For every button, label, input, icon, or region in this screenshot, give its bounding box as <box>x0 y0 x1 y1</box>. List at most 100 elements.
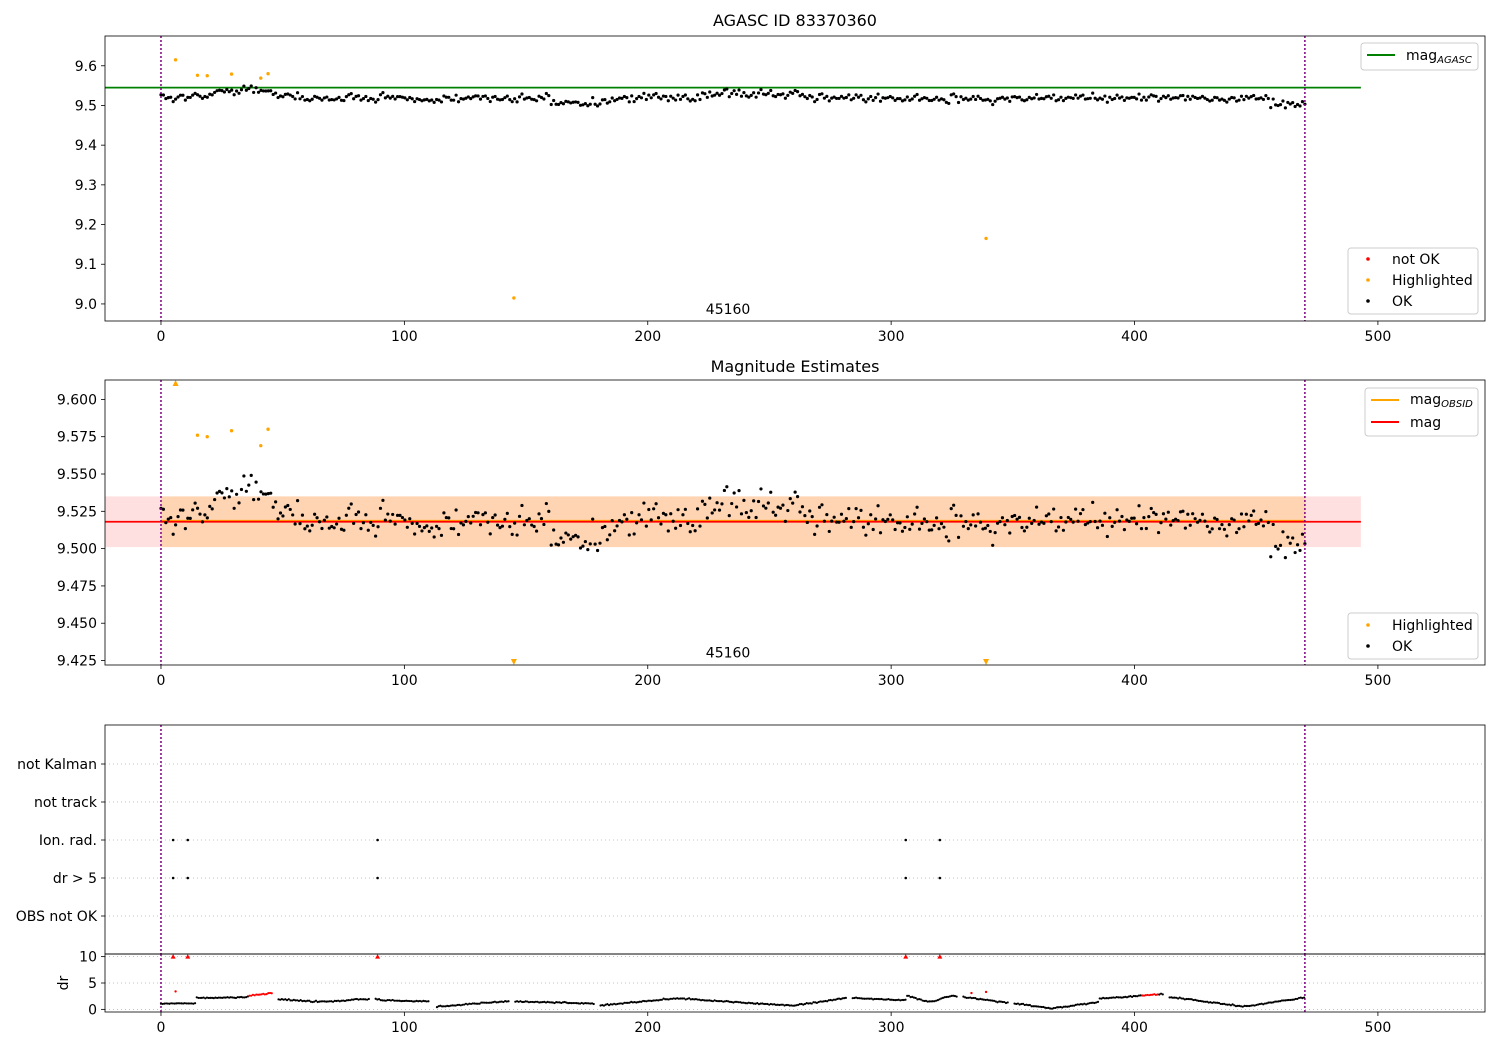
ok-point <box>893 527 897 532</box>
dr-point <box>1037 1005 1040 1008</box>
ok-point <box>1044 95 1048 99</box>
dr-point <box>1088 1002 1091 1005</box>
dr-point <box>1267 1001 1270 1004</box>
dr-point <box>386 998 389 1002</box>
ok-point <box>905 515 909 519</box>
dr-point <box>393 999 396 1002</box>
ok-point <box>1247 519 1251 523</box>
ok-point <box>474 94 478 98</box>
ok-point <box>1030 97 1034 101</box>
ok-point <box>1013 513 1017 518</box>
dr-point <box>345 999 348 1002</box>
ok-point <box>698 524 702 528</box>
dr-point <box>331 1000 335 1003</box>
dr-point <box>1074 1003 1077 1007</box>
ok-point <box>420 99 424 103</box>
dr-point <box>906 994 909 997</box>
dr-point <box>962 995 965 998</box>
ok-point <box>542 97 546 101</box>
dr-point <box>546 1000 549 1004</box>
dr-point <box>580 1001 583 1005</box>
dr-point <box>979 997 982 1000</box>
ok-point <box>900 529 905 533</box>
ok-point <box>1188 523 1192 527</box>
dr-point <box>507 1000 510 1003</box>
dr-point <box>1207 1001 1210 1004</box>
ok-point <box>232 506 236 510</box>
dr-point <box>778 1003 781 1007</box>
ok-point <box>342 98 346 103</box>
dr-point <box>950 994 953 998</box>
dr-point <box>744 1002 747 1005</box>
ok-point <box>837 520 841 524</box>
ok-point <box>230 88 234 92</box>
dr-capped-marker <box>170 954 176 959</box>
ok-point <box>637 513 641 517</box>
ok-point <box>564 531 568 535</box>
legend-label-not-ok: not OK <box>1392 252 1440 268</box>
dr-point <box>233 996 236 999</box>
ok-point <box>334 522 339 526</box>
ok-point <box>964 96 968 100</box>
ok-point <box>1195 520 1200 524</box>
dr-point <box>1260 1002 1263 1005</box>
dr-point <box>187 1002 190 1005</box>
dr-point-flagged <box>984 990 988 994</box>
highlighted-point <box>195 433 200 437</box>
ok-point <box>227 495 231 499</box>
ok-point <box>320 98 324 102</box>
dr-point <box>822 1000 825 1003</box>
ok-point <box>1235 530 1239 535</box>
dr-point <box>943 996 946 999</box>
ok-point <box>730 501 734 506</box>
ok-point <box>1281 99 1285 103</box>
dr-point <box>693 998 696 1001</box>
ok-point <box>1010 95 1014 99</box>
ok-point <box>654 91 658 96</box>
ok-point <box>591 517 595 521</box>
ok-point <box>676 508 680 512</box>
dr-point <box>919 998 922 1001</box>
ok-point <box>349 91 353 96</box>
ok-point <box>1066 515 1070 520</box>
dr-point <box>899 999 902 1002</box>
dr-point <box>945 995 948 999</box>
ok-point <box>830 519 834 523</box>
ok-point <box>527 517 531 521</box>
dr-point <box>314 999 318 1002</box>
ok-point <box>452 527 456 531</box>
ok-point <box>1113 96 1117 101</box>
ok-point <box>217 489 222 493</box>
dr-point <box>815 1001 819 1004</box>
ok-point <box>1120 95 1124 99</box>
ok-point <box>937 527 941 531</box>
ok-point <box>569 537 573 541</box>
ok-point <box>1259 518 1263 522</box>
ok-point <box>691 523 695 528</box>
dr-point <box>1081 1003 1084 1006</box>
dr-point <box>807 1002 810 1005</box>
dr-point <box>243 996 246 999</box>
ok-point <box>1022 99 1027 103</box>
dr-point <box>1275 1000 1279 1003</box>
ok-point <box>174 97 178 101</box>
ok-point <box>1266 96 1270 101</box>
dr-point <box>727 1000 730 1003</box>
dr-point <box>965 996 968 999</box>
x-tick-label: 400 <box>1121 1020 1148 1036</box>
ok-point <box>1139 527 1144 531</box>
ok-point <box>1091 91 1095 95</box>
dr-point <box>366 998 369 1001</box>
dr-point <box>1004 1001 1008 1005</box>
dr-point <box>974 997 977 1000</box>
ok-point <box>493 513 497 517</box>
ok-point <box>508 98 512 102</box>
ok-point <box>522 523 526 527</box>
dr-point <box>1044 1006 1047 1009</box>
dr-point <box>543 1000 546 1003</box>
ok-point <box>1259 96 1263 100</box>
ok-point <box>371 97 375 101</box>
ok-point <box>1291 536 1295 540</box>
x-tick-label: 300 <box>878 329 905 345</box>
y-tick-label: 9.1 <box>75 257 97 273</box>
